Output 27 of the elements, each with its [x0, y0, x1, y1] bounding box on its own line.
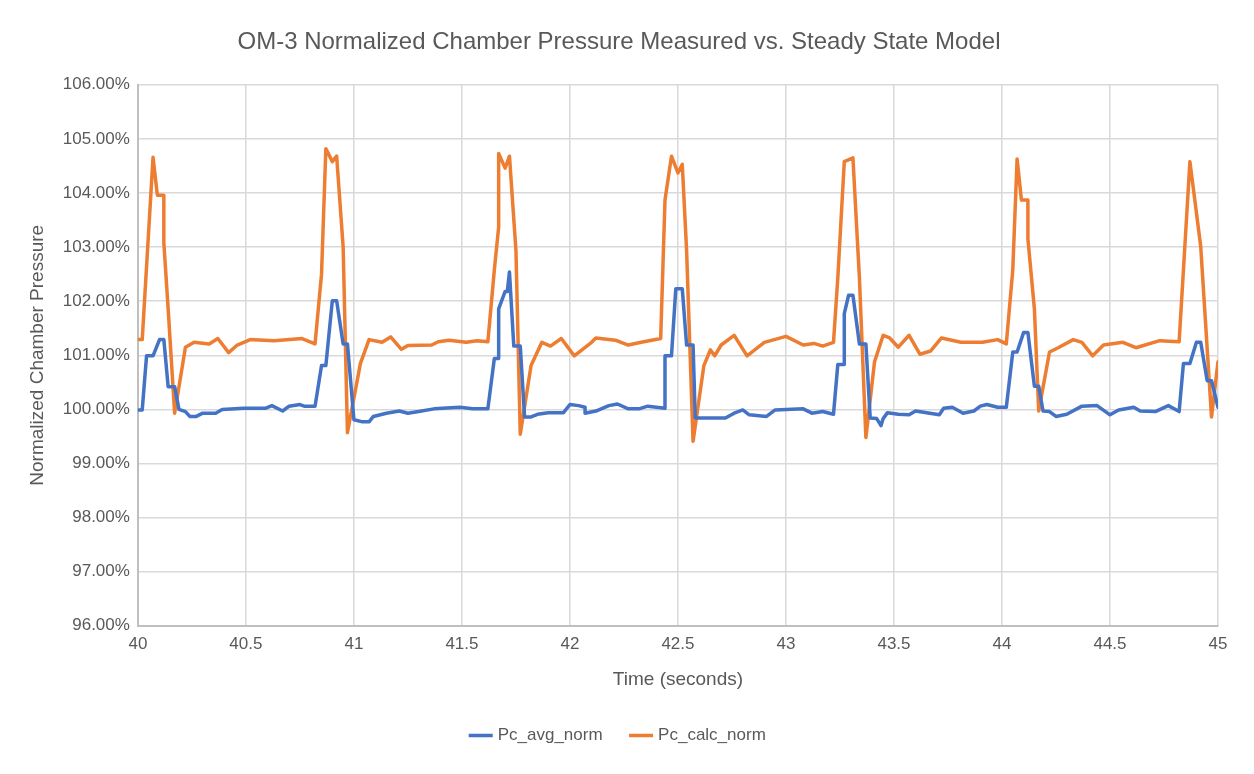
x-tick-label: 43	[776, 633, 796, 653]
x-tick-label: 41	[344, 633, 364, 653]
y-tick-label: 99.00%	[72, 453, 130, 473]
x-tick-label: 42	[560, 633, 580, 653]
x-tick-label: 44.5	[1093, 633, 1127, 653]
legend-label: Pc_calc_norm	[658, 725, 766, 745]
x-axis-title: Time (seconds)	[612, 667, 744, 689]
y-tick-label: 97.00%	[72, 561, 130, 581]
x-tick-label: 45	[1208, 633, 1228, 653]
y-tick-label: 105.00%	[62, 128, 130, 148]
y-tick-label: 100.00%	[62, 399, 130, 419]
y-tick-label: 104.00%	[62, 182, 130, 202]
y-tick-label: 103.00%	[62, 236, 130, 256]
x-tick-label: 43.5	[877, 633, 911, 653]
x-tick-label: 40	[128, 633, 148, 653]
x-tick-label: 44	[992, 633, 1012, 653]
legend-label: Pc_avg_norm	[497, 725, 603, 745]
y-axis-title: Normalized Chamber Pressure	[25, 224, 47, 486]
x-tick-label: 40.5	[229, 633, 263, 653]
y-tick-label: 106.00%	[62, 74, 130, 94]
chart-title: OM-3 Normalized Chamber Pressure Measured vs. Steady State Model	[237, 27, 1001, 55]
x-tick-label: 42.5	[661, 633, 695, 653]
x-tick-label: 41.5	[445, 633, 479, 653]
y-tick-label: 98.00%	[72, 507, 130, 527]
y-tick-label: 101.00%	[62, 344, 130, 364]
y-tick-label: 102.00%	[62, 290, 130, 310]
y-tick-label: 96.00%	[72, 615, 130, 635]
